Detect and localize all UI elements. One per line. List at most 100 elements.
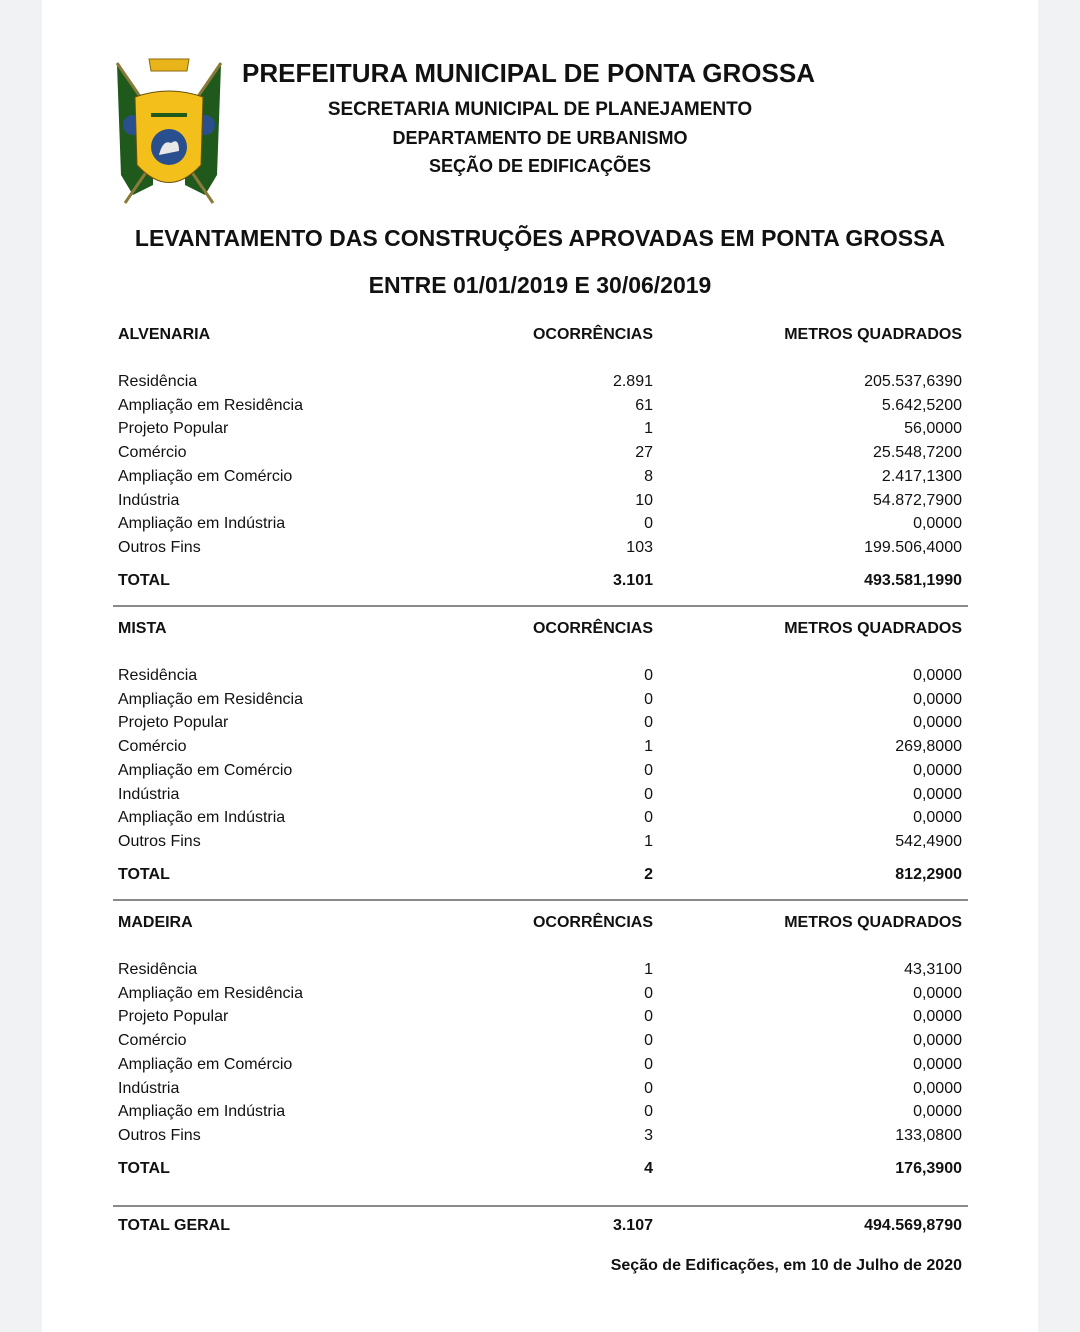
- row-occurrences: 0: [644, 984, 653, 1002]
- row-label: Comércio: [118, 1032, 187, 1050]
- row-area: 0,0000: [913, 984, 962, 1002]
- row-occurrences: 0: [644, 785, 653, 803]
- column-header-area: METROS QUADRADOS: [784, 914, 962, 931]
- row-occurrences: 0: [644, 667, 653, 684]
- total-area: 812,2900: [895, 866, 962, 883]
- row-occurrences: 1: [644, 738, 653, 756]
- row-area: 54.872,7900: [873, 491, 962, 509]
- total-area: 176,3900: [895, 1160, 962, 1177]
- row-label: Ampliação em Residência: [118, 690, 303, 708]
- report-title: LEVANTAMENTO DAS CONSTRUÇÕES APROVADAS E…: [134, 225, 946, 251]
- secretariat-name: SECRETARIA MUNICIPAL DE PLANEJAMENTO: [327, 99, 753, 120]
- row-occurrences: 1: [644, 420, 653, 438]
- row-area: 0,0000: [913, 1055, 962, 1073]
- column-header-area: METROS QUADRADOS: [784, 326, 962, 343]
- total-label: TOTAL: [118, 1160, 170, 1177]
- row-label: Ampliação em Comércio: [118, 761, 293, 779]
- row-label: Indústria: [118, 491, 180, 509]
- municipal-crest-logo: [115, 58, 223, 204]
- row-area: 205.537,6390: [864, 373, 962, 390]
- row-occurrences: 2.891: [612, 373, 653, 390]
- row-occurrences: 0: [644, 1055, 653, 1073]
- row-occurrences: 0: [644, 714, 653, 732]
- row-label: Residência: [118, 961, 198, 978]
- row-area: 542,4900: [895, 832, 962, 850]
- row-label: Ampliação em Indústria: [118, 1103, 286, 1121]
- grand-total-area: 494.569,8790: [864, 1217, 962, 1234]
- row-area: 269,8000: [895, 738, 962, 756]
- total-occurrences: 3.101: [612, 572, 653, 589]
- row-area: 0,0000: [913, 1103, 962, 1121]
- row-occurrences: 0: [644, 1032, 653, 1050]
- row-label: Outros Fins: [118, 1126, 201, 1144]
- row-label: Outros Fins: [118, 832, 201, 850]
- section-divider: [113, 899, 968, 901]
- row-label: Ampliação em Indústria: [118, 515, 286, 533]
- total-area: 493.581,1990: [864, 572, 962, 589]
- total-label: TOTAL: [118, 572, 170, 589]
- row-label: Residência: [118, 373, 198, 390]
- row-label: Ampliação em Residência: [118, 984, 303, 1002]
- column-header-occurrences: OCORRÊNCIAS: [532, 914, 653, 931]
- section-heading: MISTA: [118, 620, 167, 637]
- column-header-occurrences: OCORRÊNCIAS: [532, 620, 653, 637]
- row-occurrences: 0: [644, 761, 653, 779]
- row-area: 0,0000: [913, 761, 962, 779]
- row-occurrences: 1: [644, 961, 653, 978]
- row-area: 199.506,4000: [864, 538, 962, 556]
- row-area: 25.548,7200: [873, 444, 962, 462]
- row-label: Comércio: [118, 444, 187, 462]
- section-divider: [113, 605, 968, 607]
- row-area: 2.417,1300: [881, 467, 962, 485]
- row-area: 0,0000: [913, 1032, 962, 1050]
- column-header-area: METROS QUADRADOS: [784, 620, 962, 637]
- department-name: DEPARTAMENTO DE URBANISMO: [392, 128, 688, 148]
- total-occurrences: 4: [644, 1160, 653, 1177]
- row-occurrences: 8: [644, 467, 653, 485]
- row-area: 0,0000: [913, 714, 962, 732]
- row-label: Projeto Popular: [118, 420, 229, 438]
- section-heading: MADEIRA: [118, 914, 193, 931]
- row-label: Indústria: [118, 1079, 180, 1097]
- row-occurrences: 10: [635, 491, 653, 509]
- section-alvenaria: ALVENARIA OCORRÊNCIAS METROS QUADRADOS Resi…: [0, 325, 1080, 619]
- row-area: 0,0000: [913, 690, 962, 708]
- row-occurrences: 0: [644, 515, 653, 533]
- row-occurrences: 0: [644, 1079, 653, 1097]
- column-header-occurrences: OCORRÊNCIAS: [532, 326, 653, 343]
- row-area: 56,0000: [904, 420, 962, 438]
- section-madeira: MADEIRA OCORRÊNCIAS METROS QUADRADOS Residê…: [0, 899, 1080, 1207]
- total-label: TOTAL: [118, 866, 170, 883]
- row-area: 0,0000: [913, 667, 962, 684]
- row-label: Outros Fins: [118, 538, 201, 556]
- row-label: Comércio: [118, 738, 187, 756]
- row-occurrences: 1: [644, 832, 653, 850]
- row-area: 133,0800: [895, 1126, 962, 1144]
- row-label: Ampliação em Comércio: [118, 1055, 293, 1073]
- row-occurrences: 0: [644, 1008, 653, 1026]
- row-label: Indústria: [118, 785, 180, 803]
- row-area: 0,0000: [913, 785, 962, 803]
- grand-total-occurrences: 3.107: [612, 1217, 653, 1234]
- row-occurrences: 27: [635, 444, 653, 462]
- document-page: [42, 0, 1038, 1332]
- row-area: 5.642,5200: [881, 396, 962, 414]
- section-name: SEÇÃO DE EDIFICAÇÕES: [428, 156, 652, 176]
- section-heading: ALVENARIA: [118, 326, 211, 343]
- row-area: 0,0000: [913, 515, 962, 533]
- row-occurrences: 103: [626, 538, 653, 556]
- row-label: Ampliação em Residência: [118, 396, 303, 414]
- row-area: 43,3100: [904, 961, 962, 978]
- row-label: Ampliação em Indústria: [118, 809, 286, 827]
- row-occurrences: 3: [644, 1126, 653, 1144]
- row-occurrences: 0: [644, 690, 653, 708]
- grand-total-divider: [113, 1205, 968, 1207]
- total-occurrences: 2: [644, 866, 653, 883]
- footer-signature: Seção de Edificações, em 10 de Julho de …: [610, 1257, 962, 1274]
- row-area: 0,0000: [913, 809, 962, 827]
- grand-total-label: TOTAL GERAL: [118, 1217, 230, 1234]
- row-area: 0,0000: [913, 1079, 962, 1097]
- row-label: Projeto Popular: [118, 1008, 229, 1026]
- row-label: Residência: [118, 667, 198, 684]
- row-area: 0,0000: [913, 1008, 962, 1026]
